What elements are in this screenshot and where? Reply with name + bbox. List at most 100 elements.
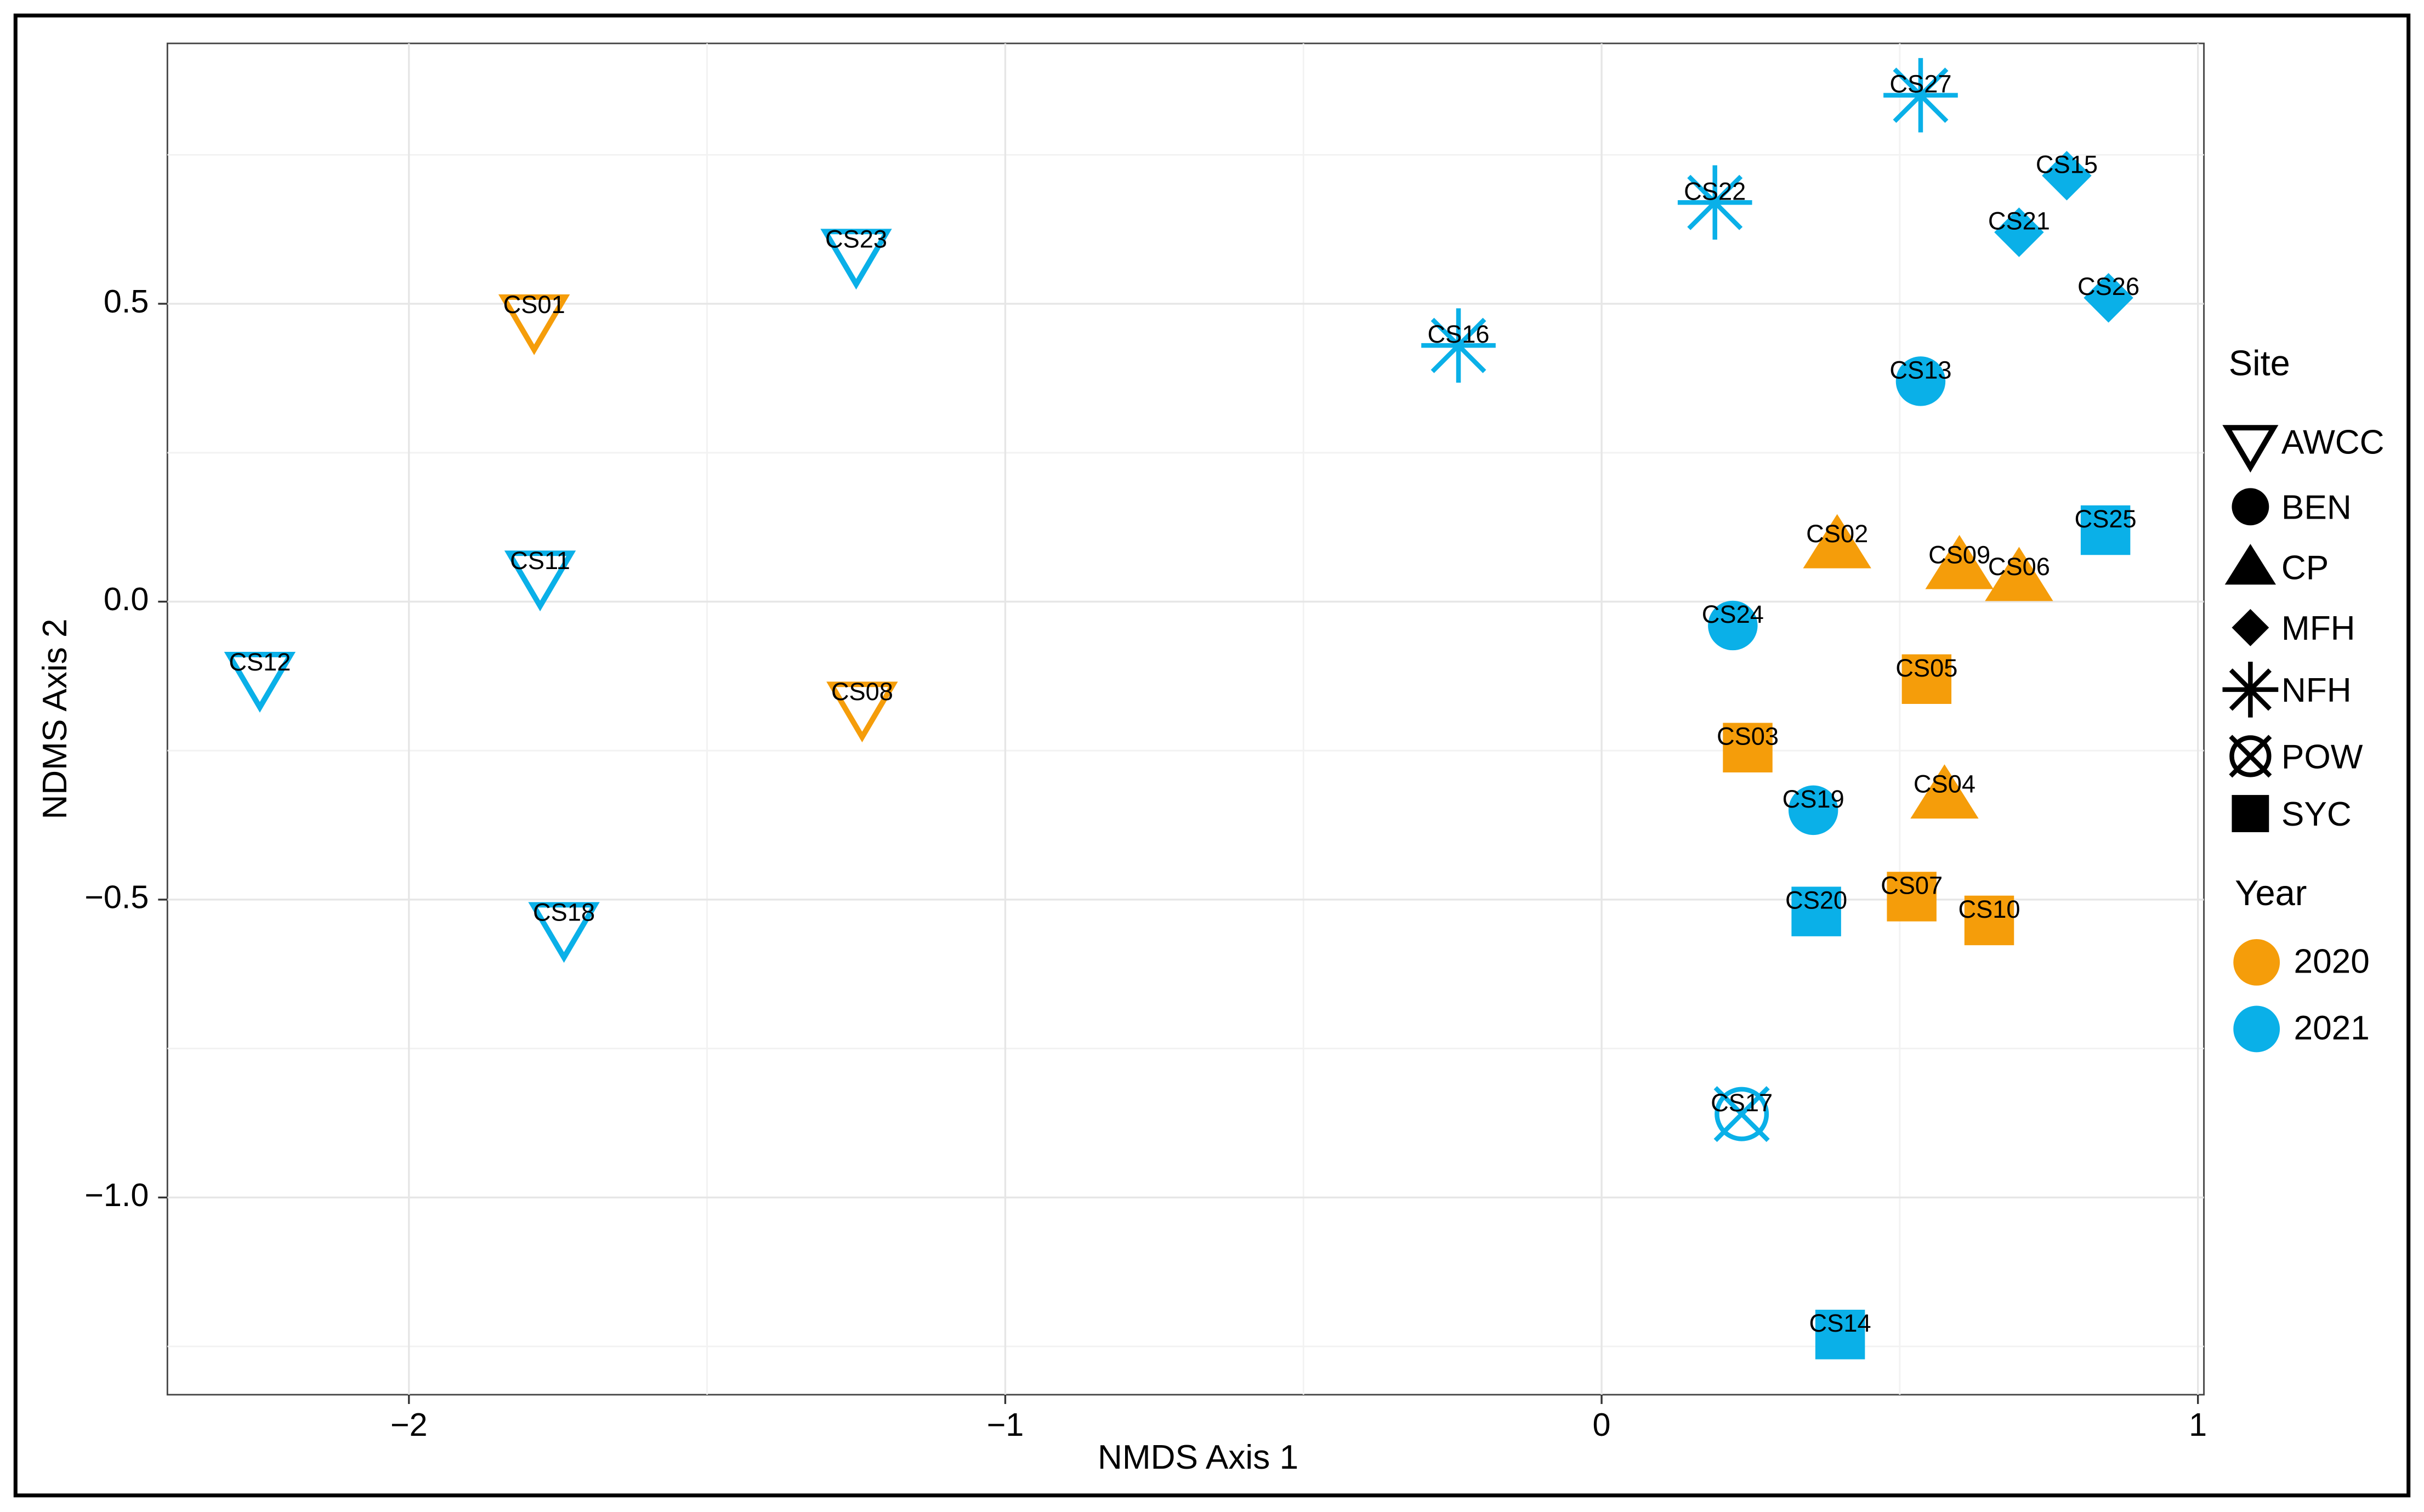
point-label: CS20 — [1785, 886, 1847, 914]
point — [1925, 535, 1994, 589]
x-tick-label: −1 — [987, 1406, 1024, 1443]
point-label: CS09 — [1928, 541, 1990, 569]
point-label: CS22 — [1684, 177, 1746, 205]
legend-swatch — [2233, 1005, 2280, 1053]
point — [1723, 723, 1773, 772]
legend-label: CP — [2281, 549, 2329, 587]
point-shape — [2080, 505, 2131, 555]
point-label: CS19 — [1782, 785, 1844, 813]
point-label: CS05 — [1895, 654, 1957, 682]
point-shape — [1985, 547, 2053, 601]
point-label: CS06 — [1988, 553, 2050, 581]
point — [1964, 895, 2014, 946]
point-stroke — [2229, 668, 2272, 711]
point-label: CS24 — [1702, 600, 1764, 628]
point-label: CS03 — [1717, 723, 1779, 751]
point-label: CS02 — [1806, 520, 1868, 548]
point-label: CS27 — [1889, 70, 1951, 98]
x-axis-label: NMDS Axis 1 — [1098, 1439, 1298, 1476]
point-shape — [1964, 895, 2014, 946]
point-shape — [2222, 425, 2279, 473]
point — [1708, 600, 1758, 651]
point-shape — [1901, 654, 1952, 704]
point-label: CS17 — [1711, 1089, 1773, 1117]
point-stroke — [2229, 735, 2272, 778]
point — [2042, 151, 2092, 201]
point-shape — [224, 652, 296, 713]
point-stroke — [1713, 1086, 1770, 1142]
point-label: CS01 — [503, 291, 565, 319]
legend-symbol — [2232, 795, 2269, 832]
legend-symbol — [2232, 609, 2269, 646]
legend-symbol — [2222, 425, 2279, 473]
point-stroke — [1430, 317, 1486, 373]
x-tick-label: 1 — [2189, 1406, 2207, 1443]
point-shape — [2232, 609, 2269, 646]
point-shape — [2232, 488, 2269, 526]
point-label: CS13 — [1889, 356, 1951, 384]
point-label: CS14 — [1809, 1309, 1871, 1337]
point — [224, 652, 296, 713]
y-tick-label: 0.5 — [104, 283, 149, 320]
point — [1677, 165, 1752, 240]
point-label: CS18 — [533, 898, 595, 926]
point-label: CS26 — [2077, 272, 2139, 300]
points: CS01 CS23 CS11 CS12 CS08 CS18 CS16 CS22 CS27 CS15… — [224, 58, 2139, 1360]
point-shape — [1815, 1310, 1865, 1360]
point-shape — [1791, 886, 1841, 936]
legend-title: Year — [2235, 873, 2307, 913]
point-shape — [1925, 535, 1994, 589]
legend-label: MFH — [2281, 610, 2355, 647]
point-shape — [820, 229, 892, 290]
legend-symbol — [2222, 661, 2279, 718]
point — [2084, 272, 2133, 323]
y-tick-label: −0.5 — [84, 879, 149, 916]
point-shape — [1803, 514, 1871, 569]
x-tick-label: 0 — [1593, 1406, 1611, 1443]
point-stroke — [1893, 67, 1949, 123]
legend-label: AWCC — [2281, 424, 2385, 462]
point-shape — [1887, 872, 1937, 922]
legend-symbol — [2232, 488, 2269, 526]
legend-label: NFH — [2281, 672, 2352, 709]
legend-swatch — [2233, 939, 2280, 986]
point-label: CS04 — [1914, 770, 1975, 798]
point-label: CS11 — [510, 547, 570, 575]
point — [1421, 308, 1496, 383]
point-shape — [498, 294, 570, 355]
point-shape — [2229, 735, 2272, 777]
point-label: CS25 — [2075, 505, 2137, 533]
point-shape — [2224, 544, 2277, 585]
plot-panel — [166, 42, 2205, 1396]
point-label: CS23 — [825, 225, 887, 253]
point — [1910, 764, 1979, 819]
y-tick-label: −1.0 — [84, 1176, 149, 1213]
point — [820, 229, 892, 290]
point — [498, 294, 570, 355]
legend-label: 2020 — [2294, 943, 2370, 981]
legend-label: 2021 — [2294, 1009, 2370, 1047]
point-shape — [528, 902, 600, 963]
y-axis-label: NDMS Axis 2 — [36, 618, 74, 819]
point-label: CS10 — [1958, 895, 2020, 923]
point — [528, 902, 600, 963]
point-shape — [1723, 723, 1773, 772]
point-label: CS16 — [1427, 320, 1489, 348]
point-shape — [1895, 356, 1946, 406]
point-shape — [504, 550, 576, 612]
legend-label: POW — [2281, 738, 2363, 776]
point — [1713, 1086, 1770, 1142]
point-label: CS21 — [1988, 207, 2050, 235]
point-label: CS15 — [2036, 150, 2098, 178]
point — [1985, 547, 2053, 601]
point-shape — [1994, 207, 2044, 257]
point-shape — [1910, 764, 1979, 819]
point — [1895, 356, 1946, 406]
point-shape — [1715, 1087, 1769, 1141]
point-stroke — [1687, 174, 1743, 230]
point-shape — [2084, 272, 2133, 323]
point-shape — [2232, 795, 2269, 832]
point — [504, 550, 576, 612]
point-shape — [826, 681, 898, 743]
